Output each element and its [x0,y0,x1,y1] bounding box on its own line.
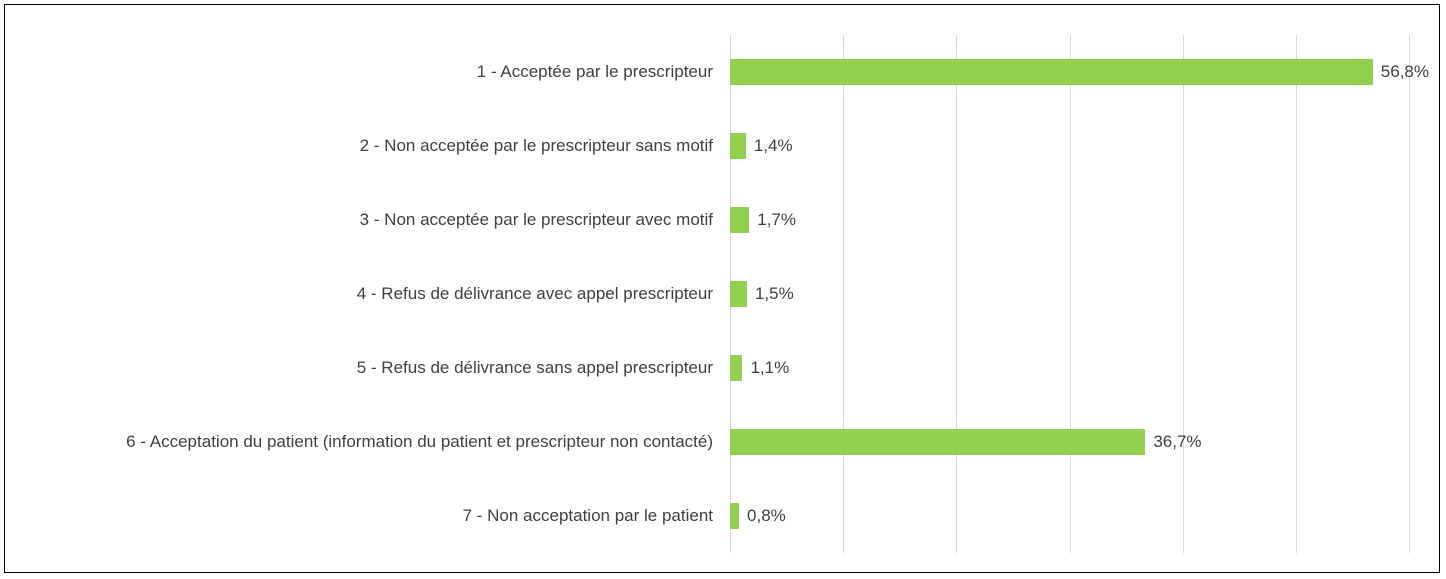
chart: 1 - Acceptée par le prescripteur 56,8% 2 -… [4,4,1440,573]
bar [730,281,747,307]
grid-line [956,35,958,553]
grid-line [1069,35,1071,553]
grid-line [1182,35,1184,553]
y-tick-label: 5 - Refus de délivrance sans appel presc… [356,358,713,377]
bar [730,355,743,381]
bar [730,207,750,233]
bar [730,59,1373,85]
data-label: 1,1% [750,358,790,377]
y-tick-label: 6 - Acceptation du patient (information … [126,432,713,451]
data-label: 1,5% [754,284,794,303]
data-label: 0,8% [747,506,786,525]
y-tick-label: 1 - Acceptée par le prescripteur [476,62,713,81]
y-tick-label: 7 - Non acceptation par le patient [462,506,713,525]
data-label: 36,7% [1153,432,1202,451]
y-tick-label: 3 - Non acceptée par le prescripteur ave… [359,210,713,229]
bar [730,133,746,159]
bar [730,503,740,529]
bar [730,429,1146,455]
data-label: 1,7% [757,210,796,229]
grid-line [843,35,845,553]
data-label: 56,8% [1380,62,1429,81]
grid-line [1295,35,1297,553]
y-tick-label: 4 - Refus de délivrance avec appel presc… [356,284,713,303]
data-label: 1,4% [753,136,793,155]
y-tick-label: 2 - Non acceptée par le prescripteur san… [359,136,713,155]
grid-line [1409,35,1410,553]
